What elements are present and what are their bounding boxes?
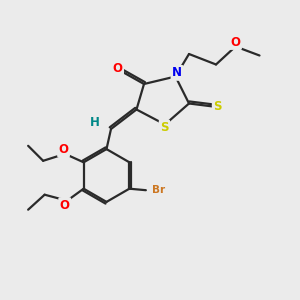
Text: Br: Br	[152, 185, 165, 195]
Text: O: O	[112, 62, 123, 76]
Text: H: H	[90, 116, 99, 130]
Text: O: O	[60, 199, 70, 212]
Text: S: S	[160, 121, 169, 134]
Text: S: S	[213, 100, 222, 113]
Text: N: N	[172, 66, 182, 80]
Text: O: O	[230, 35, 241, 49]
Text: O: O	[58, 143, 68, 156]
